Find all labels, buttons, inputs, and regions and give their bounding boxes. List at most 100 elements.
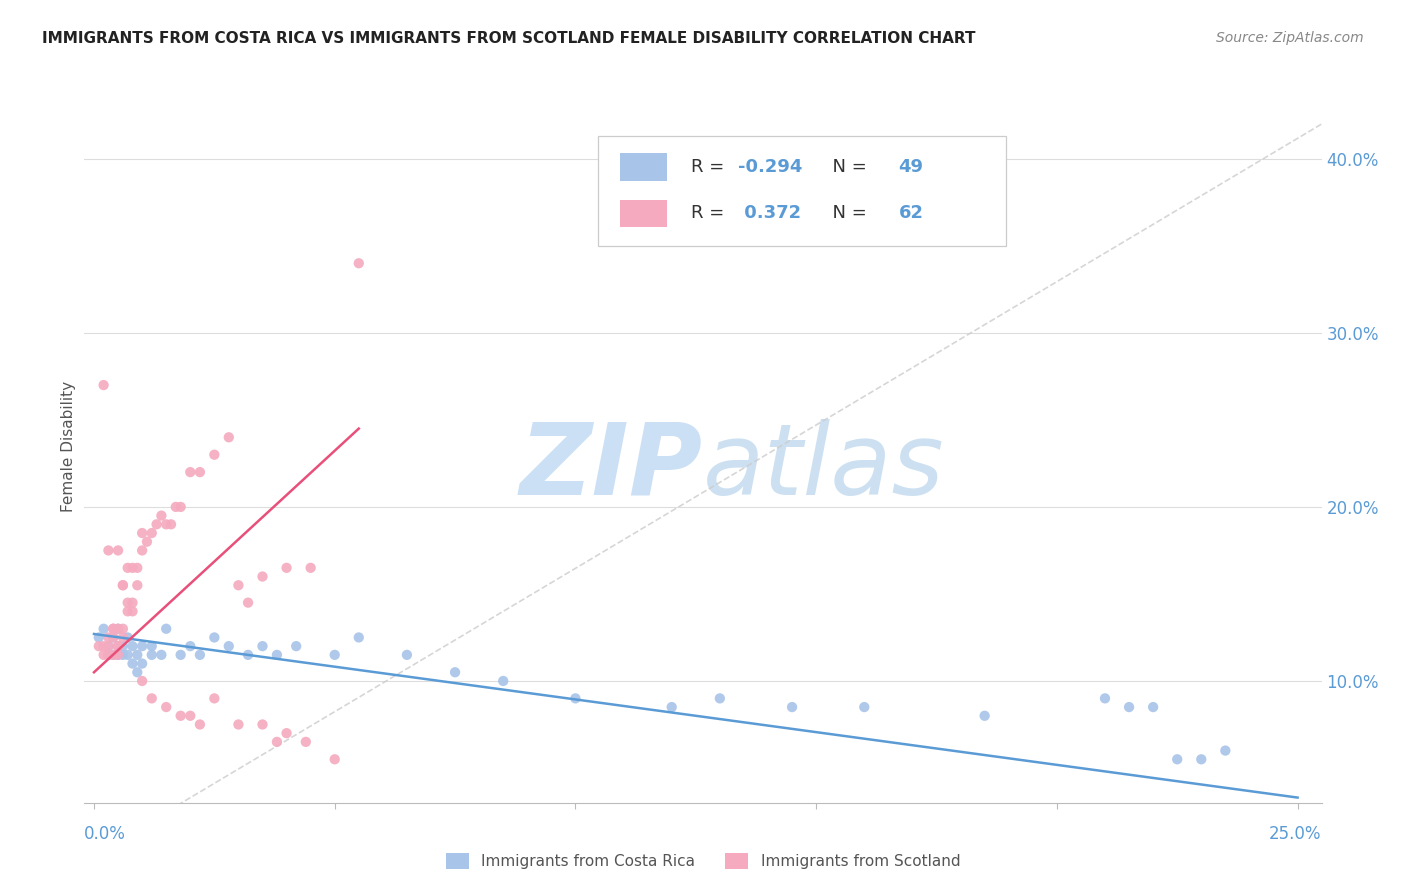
Text: atlas: atlas	[703, 419, 945, 516]
Point	[127, 561, 149, 575]
Point	[103, 622, 125, 636]
Point	[107, 639, 129, 653]
Text: 0.372: 0.372	[738, 204, 801, 222]
Point	[299, 561, 322, 575]
Point	[853, 700, 876, 714]
Point	[127, 648, 149, 662]
Point	[107, 622, 129, 636]
Point	[111, 578, 134, 592]
Point	[121, 657, 143, 671]
Point	[492, 673, 515, 688]
Point	[103, 648, 125, 662]
Point	[169, 500, 191, 514]
Point	[111, 639, 134, 653]
Point	[121, 604, 143, 618]
Point	[1094, 691, 1116, 706]
Point	[107, 622, 129, 636]
Text: IMMIGRANTS FROM COSTA RICA VS IMMIGRANTS FROM SCOTLAND FEMALE DISABILITY CORRELA: IMMIGRANTS FROM COSTA RICA VS IMMIGRANTS…	[42, 31, 976, 46]
Point	[97, 631, 120, 645]
Point	[323, 648, 346, 662]
Point	[188, 717, 211, 731]
Point	[141, 639, 163, 653]
Text: N =: N =	[821, 204, 872, 222]
Point	[107, 639, 129, 653]
Point	[395, 648, 418, 662]
Point	[444, 665, 467, 680]
Point	[103, 631, 125, 645]
Point	[228, 717, 250, 731]
Point	[266, 648, 288, 662]
Point	[111, 578, 134, 592]
FancyBboxPatch shape	[598, 136, 1007, 246]
Y-axis label: Female Disability: Female Disability	[60, 380, 76, 512]
Point	[107, 639, 129, 653]
Point	[93, 378, 115, 392]
Point	[202, 448, 225, 462]
Point	[564, 691, 586, 706]
Point	[276, 561, 298, 575]
Point	[165, 500, 187, 514]
Point	[155, 622, 177, 636]
Point	[127, 578, 149, 592]
Point	[131, 673, 153, 688]
Point	[973, 708, 995, 723]
Point	[107, 648, 129, 662]
Point	[93, 639, 115, 653]
Point	[127, 665, 149, 680]
Point	[87, 631, 110, 645]
Point	[155, 700, 177, 714]
Point	[117, 648, 139, 662]
Point	[1142, 700, 1164, 714]
Point	[276, 726, 298, 740]
Point	[97, 639, 120, 653]
Point	[121, 596, 143, 610]
Point	[117, 604, 139, 618]
Point	[780, 700, 803, 714]
Point	[347, 631, 370, 645]
Point	[323, 752, 346, 766]
Point	[285, 639, 308, 653]
Text: Source: ZipAtlas.com: Source: ZipAtlas.com	[1216, 31, 1364, 45]
Point	[93, 622, 115, 636]
Point	[131, 639, 153, 653]
Point	[347, 256, 370, 270]
Point	[155, 517, 177, 532]
Point	[141, 691, 163, 706]
Point	[179, 639, 201, 653]
Text: N =: N =	[821, 158, 872, 176]
Point	[150, 508, 173, 523]
Point	[709, 691, 731, 706]
Point	[236, 596, 259, 610]
Point	[179, 708, 201, 723]
Point	[150, 648, 173, 662]
Point	[1118, 700, 1140, 714]
Point	[266, 735, 288, 749]
Point	[188, 648, 211, 662]
Point	[117, 631, 139, 645]
Point	[121, 561, 143, 575]
Point	[97, 648, 120, 662]
Point	[252, 717, 274, 731]
Point	[295, 735, 318, 749]
Point	[160, 517, 183, 532]
Text: 0.0%: 0.0%	[84, 825, 127, 843]
Point	[169, 708, 191, 723]
Text: 49: 49	[898, 158, 924, 176]
Text: 25.0%: 25.0%	[1270, 825, 1322, 843]
Point	[202, 691, 225, 706]
Text: 62: 62	[898, 204, 924, 222]
Point	[661, 700, 683, 714]
Point	[97, 639, 120, 653]
Point	[93, 648, 115, 662]
Point	[131, 526, 153, 541]
Point	[117, 561, 139, 575]
Point	[1189, 752, 1212, 766]
Point	[136, 534, 159, 549]
Point	[228, 578, 250, 592]
Point	[111, 631, 134, 645]
Point	[202, 631, 225, 645]
Point	[131, 543, 153, 558]
Point	[1215, 743, 1237, 757]
FancyBboxPatch shape	[620, 200, 666, 227]
Point	[141, 648, 163, 662]
